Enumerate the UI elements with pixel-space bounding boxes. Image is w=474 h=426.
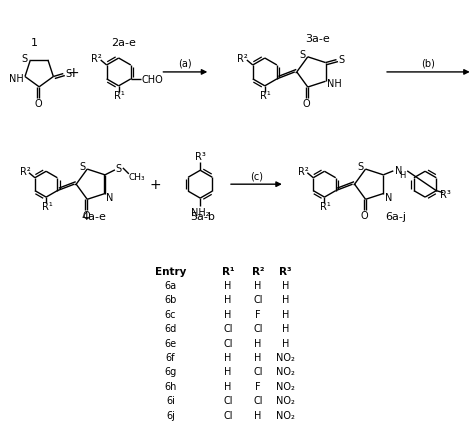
Text: 6g: 6g xyxy=(164,367,176,377)
Text: O: O xyxy=(303,99,310,109)
Text: R³: R³ xyxy=(279,266,292,276)
Text: CHO: CHO xyxy=(142,75,164,85)
Text: H: H xyxy=(254,352,262,362)
Text: H: H xyxy=(254,280,262,291)
Text: Entry: Entry xyxy=(155,266,186,276)
Text: NH₂: NH₂ xyxy=(191,207,210,218)
Text: NO₂: NO₂ xyxy=(276,410,295,420)
Text: Cl: Cl xyxy=(253,395,263,405)
Text: Cl: Cl xyxy=(253,367,263,377)
Text: 6b: 6b xyxy=(164,295,177,305)
Text: S: S xyxy=(357,162,364,172)
Text: F: F xyxy=(255,309,261,319)
Text: NO₂: NO₂ xyxy=(276,395,295,405)
Text: H: H xyxy=(399,171,405,180)
Text: R³: R³ xyxy=(195,152,206,162)
Text: S: S xyxy=(21,54,27,64)
Text: S: S xyxy=(338,55,345,64)
Text: R¹: R¹ xyxy=(260,91,271,101)
Text: O: O xyxy=(82,211,90,221)
Text: S: S xyxy=(116,164,122,173)
Text: Cl: Cl xyxy=(223,323,233,334)
Text: R¹: R¹ xyxy=(42,201,53,212)
Text: S: S xyxy=(300,50,306,60)
Text: NH: NH xyxy=(327,79,342,89)
Text: H: H xyxy=(224,381,232,391)
Text: O: O xyxy=(34,98,42,109)
Text: H: H xyxy=(282,295,290,305)
Text: R²: R² xyxy=(252,266,264,276)
Text: R¹: R¹ xyxy=(320,201,331,212)
Text: 6f: 6f xyxy=(165,352,175,362)
Text: H: H xyxy=(224,295,232,305)
Text: R¹: R¹ xyxy=(222,266,234,276)
Text: 6h: 6h xyxy=(164,381,177,391)
Text: CH₃: CH₃ xyxy=(128,173,145,182)
Text: +: + xyxy=(67,66,79,80)
Text: NO₂: NO₂ xyxy=(276,352,295,362)
Text: 2a-e: 2a-e xyxy=(111,38,136,48)
Text: Cl: Cl xyxy=(223,410,233,420)
Text: NH: NH xyxy=(9,73,23,83)
Text: NO₂: NO₂ xyxy=(276,381,295,391)
Text: 3a-e: 3a-e xyxy=(305,34,330,44)
Text: (c): (c) xyxy=(250,171,263,181)
Text: 5a-b: 5a-b xyxy=(190,211,215,222)
Text: N: N xyxy=(384,192,392,202)
Text: H: H xyxy=(282,280,290,291)
Text: 6c: 6c xyxy=(164,309,176,319)
Text: R²: R² xyxy=(19,167,30,176)
Text: H: H xyxy=(282,338,290,348)
Text: Cl: Cl xyxy=(223,338,233,348)
Text: 6i: 6i xyxy=(166,395,175,405)
Text: Cl: Cl xyxy=(253,295,263,305)
Text: Cl: Cl xyxy=(253,323,263,334)
Text: S: S xyxy=(79,162,85,172)
Text: H: H xyxy=(254,338,262,348)
Text: H: H xyxy=(254,410,262,420)
Text: R³: R³ xyxy=(440,189,451,199)
Text: H: H xyxy=(224,280,232,291)
Text: (a): (a) xyxy=(179,59,192,69)
Text: (b): (b) xyxy=(421,59,435,69)
Text: N: N xyxy=(106,192,114,202)
Text: H: H xyxy=(224,309,232,319)
Text: 6e: 6e xyxy=(164,338,176,348)
Text: 6a: 6a xyxy=(164,280,176,291)
Text: Cl: Cl xyxy=(223,395,233,405)
Text: 1: 1 xyxy=(31,38,38,48)
Text: N: N xyxy=(394,165,402,176)
Text: R²: R² xyxy=(91,54,102,64)
Text: 6a-j: 6a-j xyxy=(385,211,406,222)
Text: 4a-e: 4a-e xyxy=(82,211,107,222)
Text: R¹: R¹ xyxy=(114,91,125,101)
Text: R²: R² xyxy=(298,167,309,176)
Text: +: + xyxy=(150,178,161,192)
Text: H: H xyxy=(224,352,232,362)
Text: R²: R² xyxy=(237,54,248,64)
Text: 6j: 6j xyxy=(166,410,175,420)
Text: NO₂: NO₂ xyxy=(276,367,295,377)
Text: H: H xyxy=(282,309,290,319)
Text: S: S xyxy=(65,69,71,78)
Text: F: F xyxy=(255,381,261,391)
Text: O: O xyxy=(361,211,368,221)
Text: H: H xyxy=(282,323,290,334)
Text: H: H xyxy=(224,367,232,377)
Text: 6d: 6d xyxy=(164,323,176,334)
